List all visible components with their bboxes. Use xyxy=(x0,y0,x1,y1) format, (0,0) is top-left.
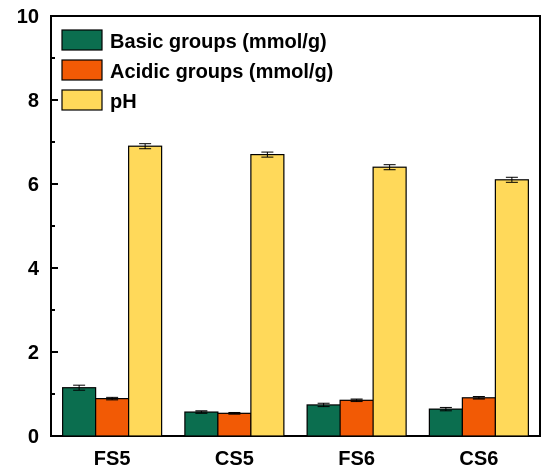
legend-item: Basic groups (mmol/g) xyxy=(61,29,327,53)
legend-label: Acidic groups (mmol/g) xyxy=(110,61,333,83)
x-tick-label: FS5 xyxy=(94,448,131,470)
y-tick-label: 8 xyxy=(28,90,39,112)
error-bar xyxy=(228,411,241,415)
legend-label: Basic groups (mmol/g) xyxy=(110,31,327,53)
legend-item: pH xyxy=(61,89,137,113)
legend-swatch xyxy=(61,59,103,81)
bar-ph-fs5 xyxy=(128,145,163,437)
bar-basic-fs6 xyxy=(306,404,341,437)
bar-acidic-fs6 xyxy=(339,399,374,437)
error-bar xyxy=(439,406,452,412)
bars xyxy=(62,143,529,437)
error-bar xyxy=(472,396,485,400)
error-bar xyxy=(261,151,274,158)
y-tick-label: 10 xyxy=(17,6,39,28)
error-bar xyxy=(505,176,518,183)
bar-ph-fs6 xyxy=(372,166,407,437)
legend-item: Acidic groups (mmol/g) xyxy=(61,59,333,83)
y-tick-label: 0 xyxy=(28,426,39,448)
x-tick-label: CS6 xyxy=(459,448,498,470)
error-bar xyxy=(317,402,330,408)
x-tick-label: FS6 xyxy=(338,448,375,470)
bar-ph-cs6 xyxy=(494,179,529,437)
bar-basic-cs5 xyxy=(184,411,219,437)
error-bar xyxy=(383,164,396,171)
x-tick-label: CS5 xyxy=(215,448,254,470)
legend-swatch xyxy=(61,29,103,51)
bar-ph-cs5 xyxy=(250,154,285,437)
bar-basic-cs6 xyxy=(428,408,463,437)
y-tick-label: 6 xyxy=(28,174,39,196)
legend-label: pH xyxy=(110,91,137,113)
bar-acidic-cs5 xyxy=(217,412,252,437)
legend-swatch xyxy=(61,89,103,111)
bar-acidic-fs5 xyxy=(95,398,130,437)
y-tick-label: 4 xyxy=(28,258,40,280)
bar-basic-fs5 xyxy=(62,387,97,437)
error-bar xyxy=(106,396,119,401)
legend: Basic groups (mmol/g) Acidic groups (mmol… xyxy=(61,29,333,113)
error-bar xyxy=(73,384,86,391)
y-tick-label: 2 xyxy=(28,342,39,364)
error-bar xyxy=(195,410,208,414)
y-axis: 0 2 4 6 8 10 xyxy=(17,6,58,448)
error-bar xyxy=(139,143,152,150)
bar-acidic-cs6 xyxy=(461,397,496,437)
error-bar xyxy=(350,398,363,403)
